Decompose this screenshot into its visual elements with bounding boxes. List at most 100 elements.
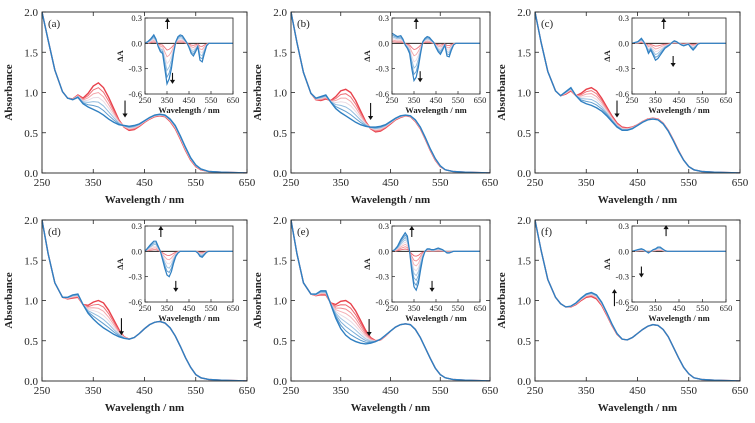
- panel-label: (f): [541, 226, 552, 238]
- inset: 250 350 450 550 650 0.3 0.0 -0.3 -0.6 Wavelength …: [362, 13, 486, 115]
- main-arrow-head: [368, 115, 374, 120]
- y-tick-label: 1.0: [273, 296, 287, 308]
- y-tick-label: 0.5: [517, 336, 531, 348]
- series-group: [535, 12, 740, 173]
- inset-bg: [632, 226, 726, 302]
- inset-line-7: [145, 240, 233, 278]
- x-tick-label: 350: [333, 177, 350, 189]
- y-tick-label: 0.0: [273, 168, 287, 180]
- inset-y-axis-label: ΔA: [362, 49, 372, 61]
- panel-e: 250 350 450 550 650 0.0 0.5 1.0 1.5 2.0 Wavelength…: [252, 215, 499, 414]
- y-tick-label: 1.0: [517, 296, 531, 308]
- inset-x-tick-label: 450: [430, 95, 443, 105]
- panel-label: (e): [297, 226, 310, 238]
- inset-y-tick-label: -0.3: [376, 64, 389, 74]
- inset-y-tick-label: -0.3: [129, 272, 142, 282]
- panel-label: (a): [48, 18, 61, 30]
- inset-arrow-head: [169, 79, 176, 84]
- inset-x-tick-label: 250: [386, 95, 399, 105]
- inset-y-tick-label: -0.6: [129, 89, 142, 99]
- inset-y-tick-label: 0.3: [131, 221, 142, 231]
- inset-y-tick-label: 0.3: [131, 13, 142, 23]
- x-tick-label: 350: [85, 177, 102, 189]
- inset-x-tick-label: 650: [474, 95, 487, 105]
- x-tick-label: 550: [681, 385, 698, 397]
- inset-y-tick-label: -0.6: [129, 297, 142, 307]
- inset-x-tick-label: 350: [161, 95, 174, 105]
- y-tick-label: 0.0: [273, 376, 287, 388]
- x-tick-label: 550: [432, 177, 449, 189]
- panel-label: (b): [297, 18, 310, 30]
- x-tick-label: 450: [629, 177, 646, 189]
- x-tick-label: 350: [578, 385, 595, 397]
- main-arrow-head: [614, 113, 620, 118]
- inset-x-tick-label: 650: [720, 303, 733, 313]
- inset-x-tick-label: 650: [720, 95, 733, 105]
- inset-y-axis-label: ΔA: [362, 257, 372, 269]
- y-tick-label: 1.5: [273, 255, 287, 267]
- inset-y-tick-label: 0.3: [378, 221, 389, 231]
- inset-series-group: [392, 231, 480, 292]
- x-axis-label: Wavelength / nm: [105, 194, 184, 206]
- y-tick-label: 0.0: [517, 376, 531, 388]
- series-group: [42, 220, 247, 381]
- x-tick-label: 250: [283, 385, 300, 397]
- x-axis-label: Wavelength / nm: [351, 402, 430, 414]
- inset-arrow-head: [429, 287, 435, 292]
- y-tick-label: 1.5: [273, 47, 287, 59]
- inset-arrow-head: [158, 225, 164, 230]
- y-tick-label: 1.5: [517, 47, 531, 59]
- y-tick-label: 2.0: [24, 215, 38, 227]
- inset-arrow-head: [173, 287, 179, 292]
- y-tick-label: 0.5: [273, 128, 287, 140]
- inset-y-axis-label: ΔA: [115, 257, 125, 269]
- inset-line-7: [145, 33, 233, 87]
- inset-x-tick-label: 650: [227, 95, 240, 105]
- y-tick-label: 1.0: [273, 88, 287, 100]
- x-tick-label: 650: [239, 385, 256, 397]
- inset-y-tick-label: 0.3: [618, 13, 629, 23]
- inset-series-group: [145, 33, 233, 87]
- inset-series-group: [392, 32, 480, 83]
- series-line-7: [291, 12, 490, 173]
- inset-y-axis-label: ΔA: [602, 49, 612, 61]
- x-tick-label: 250: [527, 385, 544, 397]
- x-tick-label: 450: [629, 385, 646, 397]
- inset-x-tick-label: 250: [139, 303, 152, 313]
- inset: 250 350 450 550 650 0.3 0.0 -0.3 -0.6 Wavelength …: [115, 13, 239, 115]
- x-tick-label: 350: [85, 385, 102, 397]
- series-group: [42, 12, 247, 173]
- series-line-7: [42, 12, 247, 173]
- inset-y-tick-label: 0.0: [131, 38, 142, 48]
- x-axis-label: Wavelength / nm: [105, 402, 184, 414]
- panel-f: 250 350 450 550 650 0.0 0.5 1.0 1.5 2.0 Wavelength…: [496, 215, 749, 414]
- inset-x-axis-label: Wavelength / nm: [405, 313, 466, 323]
- x-axis-label: Wavelength / nm: [598, 402, 677, 414]
- y-tick-label: 1.0: [24, 296, 38, 308]
- y-tick-label: 1.0: [517, 88, 531, 100]
- inset: 250 350 450 550 650 0.3 0.0 -0.3 -0.6 Wavelength …: [115, 221, 239, 323]
- inset-arrow-head: [413, 17, 419, 22]
- x-tick-label: 550: [681, 177, 698, 189]
- series-group: [535, 220, 740, 381]
- main-arrow-head: [366, 332, 372, 337]
- x-tick-label: 350: [578, 177, 595, 189]
- inset-x-tick-label: 350: [161, 303, 174, 313]
- y-axis-label: Absorbance: [496, 272, 508, 328]
- inset-x-tick-label: 550: [696, 95, 709, 105]
- inset-y-tick-label: -0.6: [376, 89, 389, 99]
- series-line-9: [291, 220, 490, 381]
- inset-x-tick-label: 550: [696, 303, 709, 313]
- panel-label: (c): [541, 18, 554, 30]
- x-tick-label: 450: [382, 177, 399, 189]
- y-tick-label: 0.5: [24, 128, 38, 140]
- panel-c: 250 350 450 550 650 0.0 0.5 1.0 1.5 2.0 Wavelength…: [496, 7, 749, 206]
- inset-x-tick-label: 450: [183, 95, 196, 105]
- panel-label: (d): [48, 226, 61, 238]
- x-tick-label: 550: [432, 385, 449, 397]
- y-axis-label: Absorbance: [252, 272, 264, 328]
- inset-y-tick-label: -0.6: [376, 297, 389, 307]
- inset-line-5: [632, 246, 726, 254]
- y-tick-label: 2.0: [273, 215, 287, 227]
